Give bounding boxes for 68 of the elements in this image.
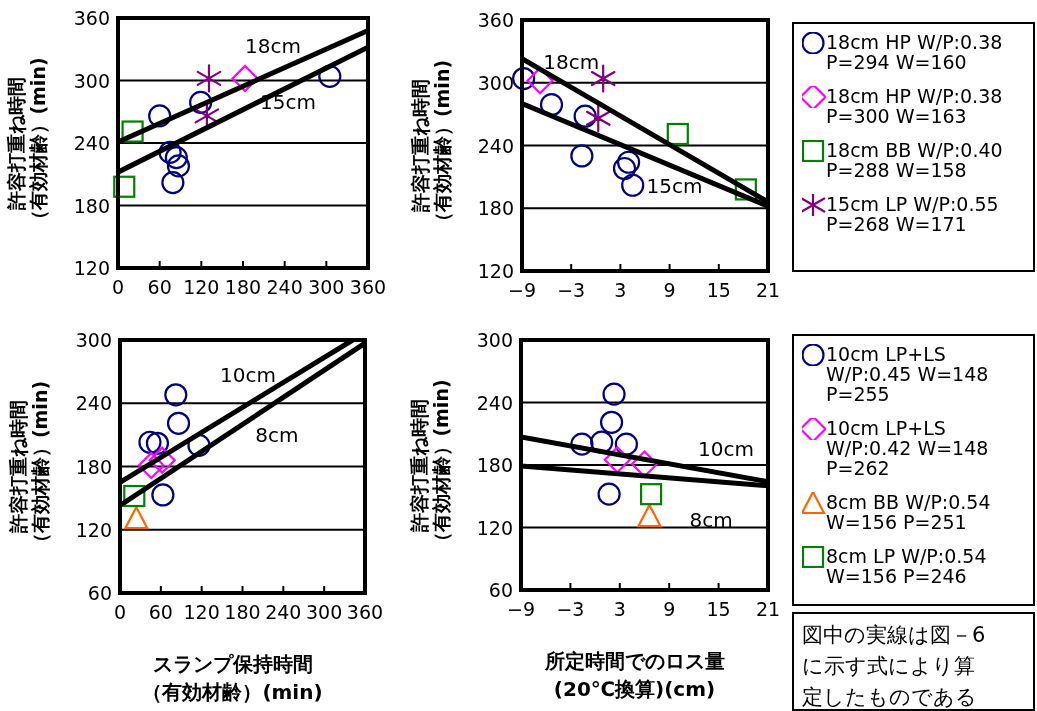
x-tick-label: 180	[224, 276, 262, 298]
y-tick-label: 300	[476, 329, 513, 351]
y-tick-label: 120	[476, 516, 513, 539]
x-tick-label: 9	[663, 598, 676, 620]
x-axis-title: スランプ保持時間（有効材齢）(min)	[142, 652, 323, 704]
series-label: 10cm	[220, 363, 276, 388]
y-axis-title: 許容打重ね時間（有効材齢）(min)	[408, 379, 452, 551]
x-tick-label: 3	[613, 598, 626, 620]
y-axis-title: 許容打重ね時間（有効材齢）(min)	[409, 59, 453, 232]
x-tick-label: 300	[306, 601, 343, 623]
legend-label: 8cm LP W/P:0.54 W=156 P=246	[826, 545, 988, 587]
text: 図中の実線は図－6に示す式により算定したものである	[802, 622, 987, 711]
x-tick-label: 0	[111, 276, 125, 298]
legend-label: 8cm BB W/P:0.54 W=156 P=251	[826, 491, 992, 533]
x-tick-label: 360	[349, 276, 387, 298]
x-tick-label: −3	[556, 598, 585, 620]
x-tick-label: −3	[557, 279, 586, 301]
x-tick-label: 21	[755, 279, 781, 301]
y-tick-label: 300	[73, 69, 110, 92]
y-tick-label: 180	[75, 455, 112, 478]
series-label: 18cm	[543, 50, 600, 75]
x-tick-label: 120	[183, 601, 220, 623]
x-tick-label: 180	[224, 601, 261, 623]
x-tick-label: 60	[148, 601, 173, 623]
x-tick-label: 360	[346, 601, 384, 623]
y-tick-label: 360	[477, 9, 514, 31]
y-tick-label: 180	[73, 194, 110, 217]
y-tick-label: 300	[75, 329, 112, 351]
x-tick-label: 3	[614, 279, 627, 301]
legend-label: 18cm BB W/P:0.40 P=288 W=158	[826, 139, 1004, 181]
x-axis-title: 所定時間でのロス量(20℃換算)(cm)	[543, 649, 725, 701]
legend-label: 18cm HP W/P:0.38 P=300 W=163	[826, 85, 1004, 127]
x-tick-label: 0	[113, 601, 127, 623]
x-tick-label: 15	[706, 598, 731, 620]
x-tick-label: 15	[706, 279, 731, 301]
y-tick-label: 240	[477, 134, 514, 157]
y-tick-label: 360	[73, 7, 110, 29]
x-tick-label: 240	[265, 601, 302, 623]
y-tick-label: 180	[476, 454, 513, 476]
x-tick-label: 9	[663, 279, 676, 301]
y-axis-title: 許容打重ね時間（有効材齢）(min)	[5, 57, 49, 229]
legend-label: 10cm LP+LS W/P:0.42 W=148 P=262	[826, 417, 990, 479]
x-tick-label: 60	[147, 276, 172, 298]
x-tick-label: 21	[755, 598, 781, 620]
legend-label: 15cm LP W/P:0.55 P=268 W=171	[826, 193, 1000, 235]
y-tick-label: 120	[73, 257, 110, 279]
series-label: 8cm	[255, 422, 299, 447]
series-label: 10cm	[698, 437, 754, 462]
y-tick-label: 240	[476, 391, 513, 414]
series-label: 8cm	[689, 508, 733, 533]
x-tick-label: −9	[506, 598, 536, 620]
x-tick-label: 240	[266, 276, 303, 298]
y-tick-label: 60	[87, 582, 112, 604]
y-tick-label: 300	[477, 71, 514, 94]
legend-label: 18cm HP W/P:0.38 P=294 W=160	[826, 31, 1004, 73]
x-tick-label: 300	[308, 276, 345, 298]
y-tick-label: 120	[477, 260, 514, 282]
y-tick-label: 60	[488, 579, 513, 601]
x-tick-label: −9	[507, 279, 537, 301]
y-tick-label: 240	[73, 132, 110, 154]
y-axis-title: 許容打重ね時間（有効材齢）(min)	[7, 380, 51, 553]
y-tick-label: 180	[477, 197, 514, 220]
series-label: 15cm	[646, 174, 703, 199]
x-tick-label: 120	[183, 276, 220, 298]
y-tick-label: 240	[75, 392, 112, 415]
y-tick-label: 120	[75, 518, 112, 541]
legend-label: 10cm LP+LS W/P:0.45 W=148 P=255	[826, 343, 990, 405]
series-label: 18cm	[245, 33, 301, 58]
